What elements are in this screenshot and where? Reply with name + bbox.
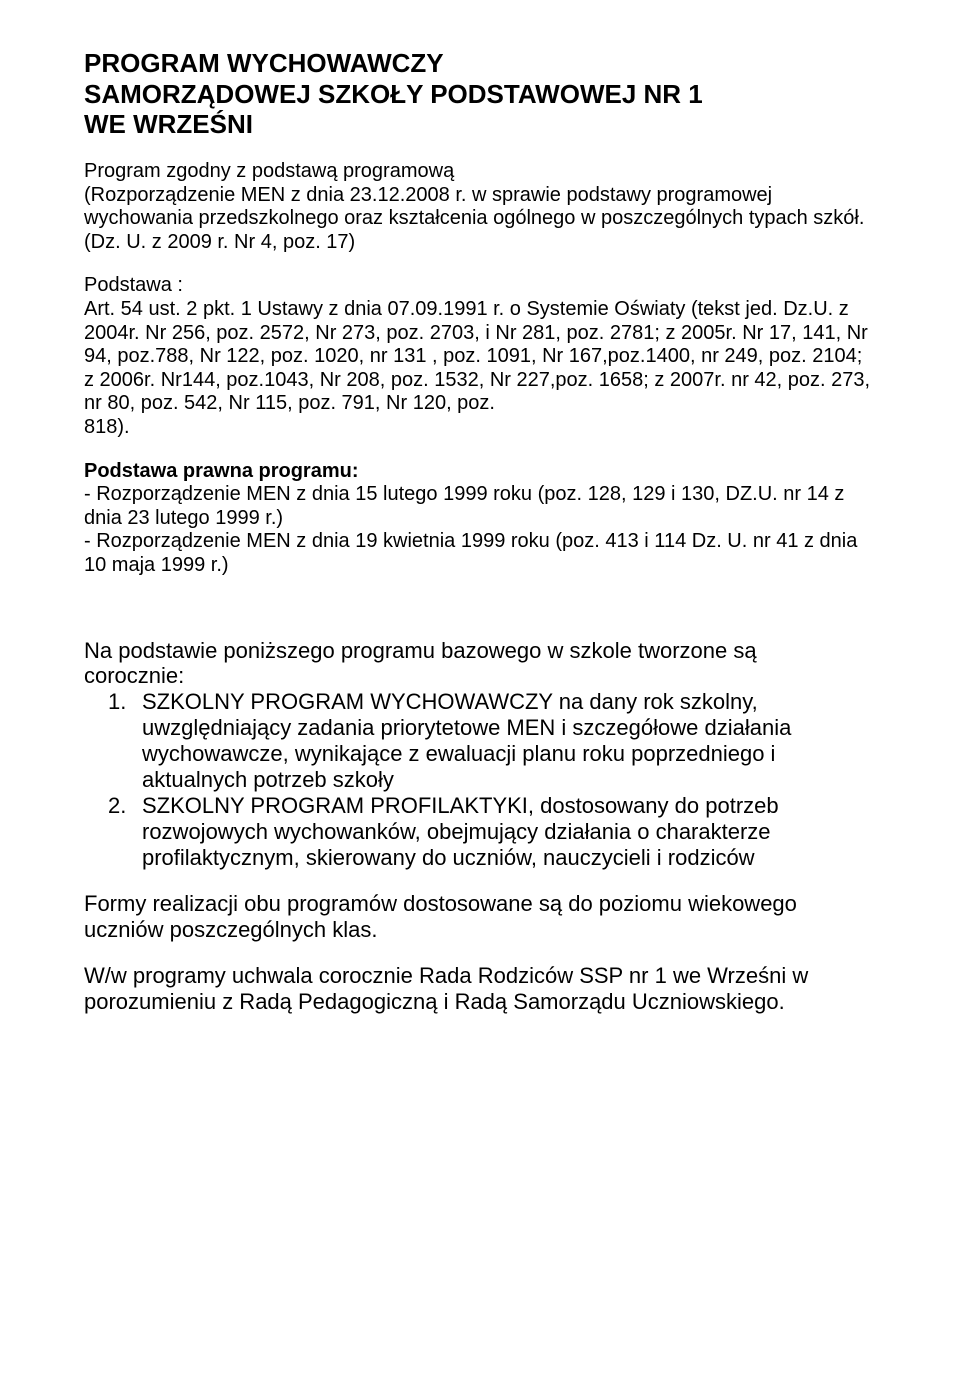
ww-paragraph: W/w programy uchwala corocznie Rada Rodz… bbox=[84, 963, 876, 1015]
prawna-bullet-1: - Rozporządzenie MEN z dnia 15 lutego 19… bbox=[84, 483, 876, 530]
podstawa-text: Art. 54 ust. 2 pkt. 1 Ustawy z dnia 07.0… bbox=[84, 298, 876, 416]
title-line-2: SAMORZĄDOWEJ SZKOŁY PODSTAWOWEJ NR 1 bbox=[84, 79, 876, 110]
list-text-1: SZKOLNY PROGRAM WYCHOWAWCZY na dany rok … bbox=[142, 689, 876, 793]
title-line-1: PROGRAM WYCHOWAWCZY bbox=[84, 48, 876, 79]
na-podstawie-lead-2: corocznie: bbox=[84, 663, 876, 689]
title-line-3: WE WRZEŚNI bbox=[84, 109, 876, 140]
list-number-1: 1. bbox=[84, 689, 142, 715]
podstawa-label: Podstawa : bbox=[84, 274, 876, 298]
intro-line-2: (Rozporządzenie MEN z dnia 23.12.2008 r.… bbox=[84, 184, 876, 255]
podstawa-last: 818). bbox=[84, 416, 876, 440]
list-number-2: 2. bbox=[84, 793, 142, 819]
formy-paragraph: Formy realizacji obu programów dostosowa… bbox=[84, 891, 876, 943]
intro-line-1: Program zgodny z podstawą programową bbox=[84, 160, 876, 184]
prawna-bullet-2: - Rozporządzenie MEN z dnia 19 kwietnia … bbox=[84, 530, 876, 577]
list-item-1: 1. SZKOLNY PROGRAM WYCHOWAWCZY na dany r… bbox=[84, 689, 876, 793]
list-item-2: 2. SZKOLNY PROGRAM PROFILAKTYKI, dostoso… bbox=[84, 793, 876, 871]
na-podstawie-lead-1: Na podstawie poniższego programu bazoweg… bbox=[84, 638, 876, 664]
prawna-heading: Podstawa prawna programu: bbox=[84, 460, 876, 484]
document-page: PROGRAM WYCHOWAWCZY SAMORZĄDOWEJ SZKOŁY … bbox=[0, 0, 960, 1381]
list-text-2: SZKOLNY PROGRAM PROFILAKTYKI, dostosowan… bbox=[142, 793, 876, 871]
